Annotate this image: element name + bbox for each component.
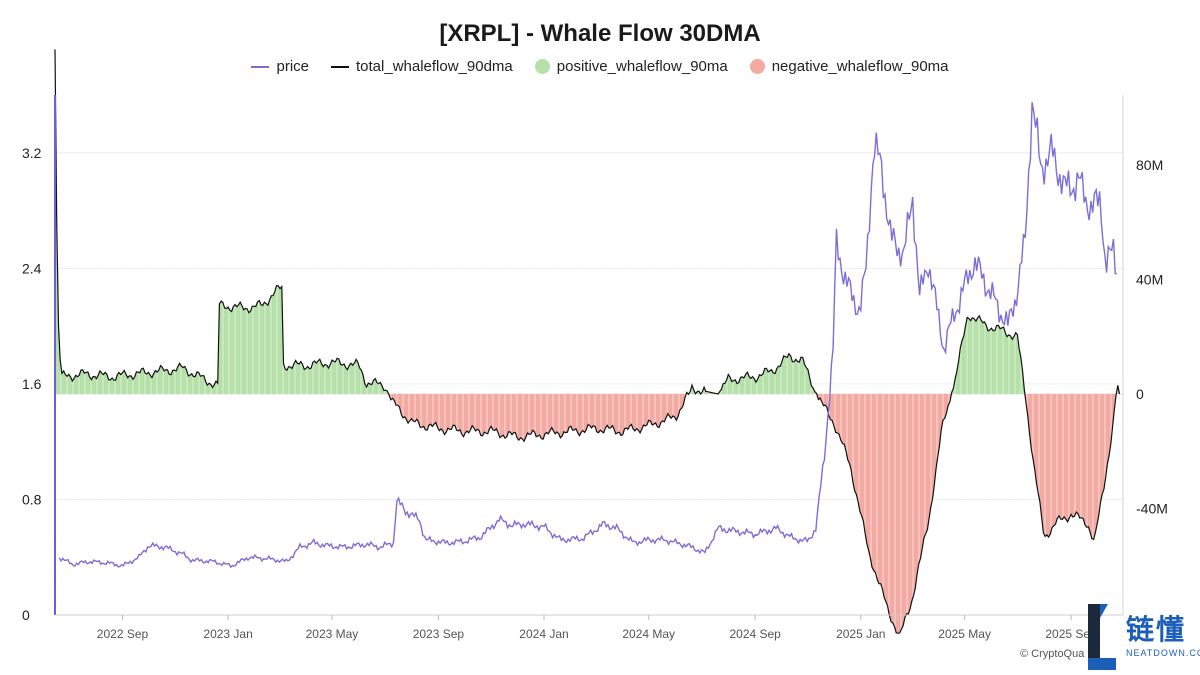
source-credit: © CryptoQua <box>1020 648 1085 660</box>
legend-swatch-total-whaleflow <box>331 65 349 68</box>
x-tick-label-7: 2025 Jan <box>836 627 885 641</box>
y-right-tick-label-1: 0 <box>1136 386 1144 402</box>
x-tick-label-9: 2025 Sep <box>1045 627 1097 641</box>
legend-item-price[interactable]: price <box>251 58 309 75</box>
y-right-tick-label-2: 40M <box>1136 272 1163 288</box>
x-tick-label-2: 2023 May <box>306 627 359 641</box>
axes: 0 0.8 1.6 2.4 3.2 -40M 0 40M 80M 2022 Sep 2023 Jan… <box>22 95 1168 641</box>
neatdown-logo: 链懂 NEATDOWN.COM <box>1086 602 1200 672</box>
x-tick-label-5: 2024 May <box>622 627 675 641</box>
legend-swatch-positive-whaleflow <box>534 59 550 74</box>
legend-item-total-whaleflow[interactable]: total_whaleflow_90dma <box>331 58 513 75</box>
logo-l-icon <box>1088 604 1116 670</box>
y-left-tick-label-4: 3.2 <box>22 145 42 161</box>
legend-label-total-whaleflow: total_whaleflow_90dma <box>356 58 513 75</box>
x-tick-label-8: 2025 May <box>938 627 991 641</box>
legend-swatch-negative-whaleflow <box>749 59 765 74</box>
legend: price total_whaleflow_90dma positive_wha… <box>0 58 1200 75</box>
price-line <box>58 102 1118 569</box>
legend-label-negative-whaleflow: negative_whaleflow_90ma <box>771 58 949 75</box>
chart-title: [XRPL] - Whale Flow 30DMA <box>439 20 761 47</box>
x-tick-label-3: 2023 Sep <box>413 627 465 641</box>
legend-label-positive-whaleflow: positive_whaleflow_90ma <box>556 58 728 75</box>
y-left-tick-label-2: 1.6 <box>22 376 42 392</box>
positive-whaleflow-area <box>55 49 1120 395</box>
y-left-tick-label-3: 2.4 <box>22 260 42 276</box>
y-right-tick-label-3: 80M <box>1136 157 1163 173</box>
whaleflow-areas <box>55 49 1120 675</box>
series-lines <box>54 49 1121 634</box>
negative-whaleflow-area <box>55 394 1120 634</box>
legend-item-positive-whaleflow[interactable]: positive_whaleflow_90ma <box>534 58 728 75</box>
y-left-tick-label-1: 0.8 <box>22 491 42 507</box>
x-tick-label-4: 2024 Jan <box>519 627 568 641</box>
total-whaleflow-line <box>54 49 1121 634</box>
x-tick-label-1: 2023 Jan <box>203 627 252 641</box>
x-tick-label-0: 2022 Sep <box>97 627 149 641</box>
logo-text: 链懂 <box>1126 614 1187 645</box>
legend-label-price: price <box>276 58 309 75</box>
logo-subtext: NEATDOWN.COM <box>1126 648 1200 658</box>
legend-item-negative-whaleflow[interactable]: negative_whaleflow_90ma <box>749 58 949 75</box>
y-left-tick-label-0: 0 <box>22 607 30 623</box>
y-right-tick-label-0: -40M <box>1136 501 1168 517</box>
legend-swatch-price <box>251 65 270 68</box>
x-tick-label-6: 2024 Sep <box>729 627 781 641</box>
